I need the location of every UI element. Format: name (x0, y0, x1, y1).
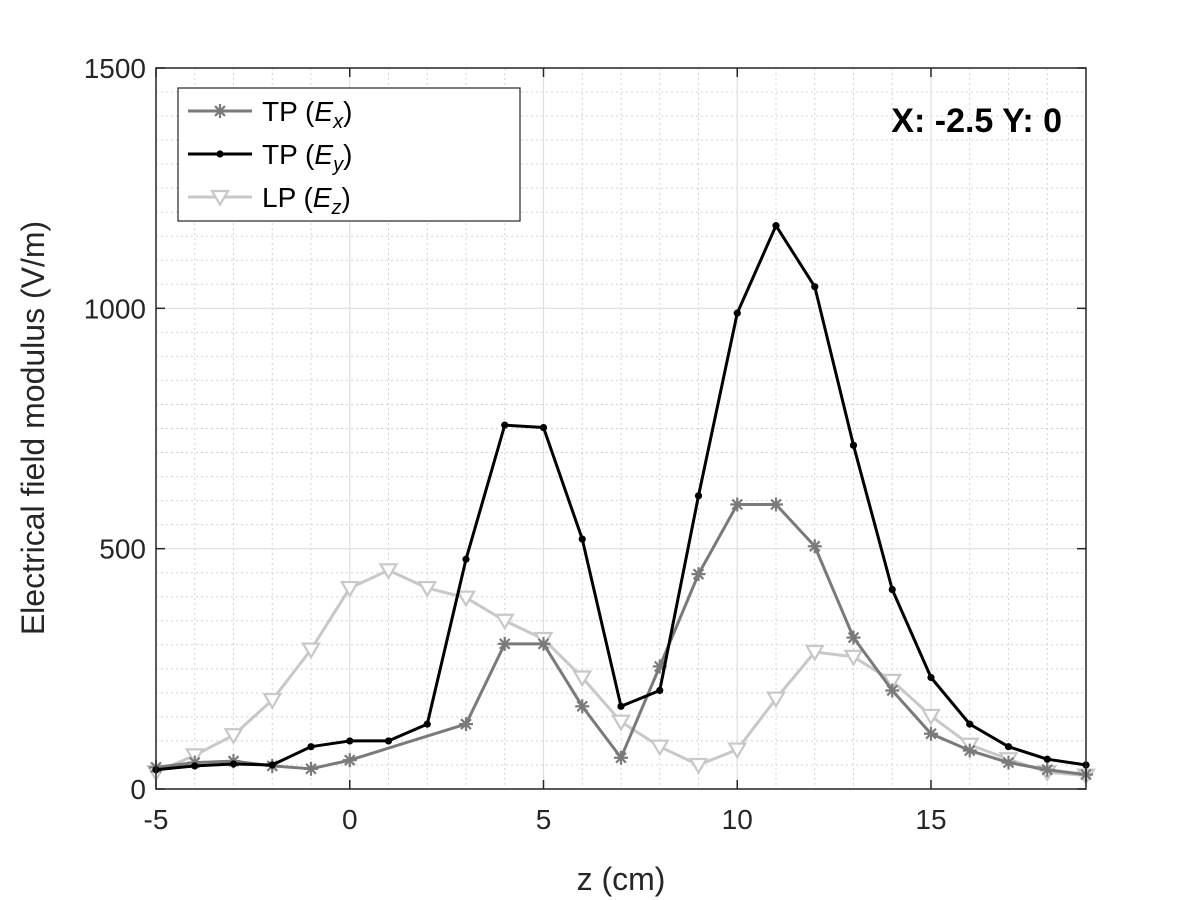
data-point-z (301, 642, 321, 660)
x-tick-label: 10 (722, 804, 753, 835)
data-point-x (575, 699, 590, 714)
data-point-y (539, 423, 548, 432)
data-point-x (962, 743, 977, 758)
data-point-x (769, 497, 783, 512)
data-point-y (346, 737, 354, 745)
data-point-y (462, 555, 470, 563)
y-tick-label: 1500 (84, 53, 146, 84)
data-point-y (578, 535, 586, 543)
x-tick-label: 5 (536, 804, 552, 835)
data-point-z (572, 670, 593, 688)
data-point-z (339, 580, 360, 598)
data-point-y (191, 762, 199, 770)
data-point-z (262, 692, 283, 710)
legend-entry-y: TP (Ey) (188, 139, 352, 176)
data-point-y (694, 492, 703, 500)
data-point-x (342, 753, 357, 768)
data-point-x (846, 630, 861, 645)
legend-label: LP (Ez) (262, 182, 351, 219)
x-tick-label: -5 (144, 804, 169, 835)
legend-label: TP (Ey) (262, 139, 352, 176)
data-point-x (730, 497, 745, 512)
data-point-z (649, 739, 670, 757)
data-point-z (882, 673, 903, 691)
coordinate-annotation: X: -2.5 Y: 0 (891, 102, 1062, 140)
data-point-x (459, 717, 473, 732)
data-point-x (691, 567, 706, 582)
data-point-x (497, 636, 512, 651)
data-point-z (611, 714, 631, 732)
data-point-y (927, 673, 935, 682)
data-point-y (966, 720, 974, 728)
legend-entry-x: TP (Ex) (188, 96, 352, 133)
data-point-y (229, 760, 238, 768)
data-point-y (849, 441, 858, 449)
legend-entry-z: LP (Ez) (188, 182, 351, 219)
data-point-y (307, 743, 315, 751)
data-point-y (888, 585, 896, 594)
y-axis-label: Electrical field modulus (V/m) (15, 221, 51, 635)
data-point-z (456, 590, 476, 608)
data-point-y (423, 720, 431, 728)
data-point-z (766, 691, 786, 709)
legend-swatch-marker (216, 150, 224, 158)
x-tick-label: 0 (342, 804, 358, 835)
legend-label: TP (Ex) (262, 96, 352, 133)
data-point-y (617, 702, 625, 710)
data-point-z (417, 580, 438, 598)
series-group (146, 222, 1096, 786)
data-point-x (536, 636, 551, 651)
plot-area-frame (155, 67, 1087, 790)
data-point-x (807, 539, 822, 554)
y-tick-label: 1000 (84, 293, 146, 324)
tick-marks (155, 67, 1086, 790)
data-point-z (688, 757, 709, 775)
data-point-y (384, 737, 393, 745)
data-point-y (1043, 755, 1051, 763)
data-point-x (614, 750, 628, 765)
data-point-z (223, 728, 244, 745)
data-point-y (501, 421, 509, 429)
y-tick-label: 0 (130, 774, 146, 805)
legend: TP (Ex) TP (Ey) LP (Ez) (177, 87, 521, 222)
legend-swatch-marker (213, 104, 227, 118)
data-point-z (921, 708, 941, 726)
data-point-z (843, 649, 864, 667)
data-point-z (494, 613, 515, 631)
y-tick-label: 500 (99, 534, 146, 565)
y-tick-labels: 0 500 1000 1500 (84, 53, 146, 805)
data-point-y (811, 283, 819, 291)
x-axis-label: z (cm) (577, 861, 666, 897)
data-point-y (1004, 743, 1013, 751)
data-point-y (656, 686, 664, 695)
data-point-z (727, 742, 748, 760)
x-tick-labels: -5 0 5 10 15 (144, 804, 947, 835)
x-tick-label: 15 (915, 804, 946, 835)
data-point-x (1001, 755, 1016, 770)
data-point-x (885, 683, 900, 698)
data-point-y (268, 761, 276, 769)
data-point-x (304, 761, 318, 776)
data-point-z (804, 644, 825, 662)
data-point-z (378, 563, 399, 581)
data-point-x (1040, 762, 1055, 777)
legend-swatch-marker (210, 189, 230, 207)
data-point-x (924, 726, 938, 741)
series-y (152, 222, 1090, 774)
data-point-y (772, 222, 780, 230)
data-point-y (733, 309, 741, 317)
